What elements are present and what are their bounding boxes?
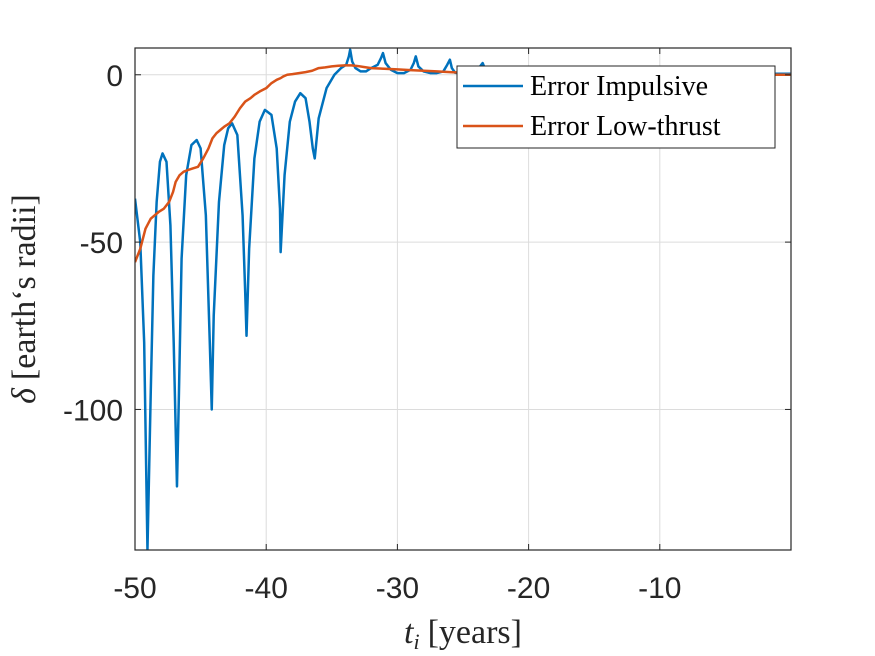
x-tick-label: -20 [507, 572, 550, 605]
legend-label-lowthrust: Error Low-thrust [530, 111, 721, 142]
y-axis-title: δ [earth‘s radii] [6, 194, 43, 404]
x-tick-label: -10 [638, 572, 681, 605]
x-tick-label: -50 [113, 572, 156, 605]
y-axis-unit: [earth‘s radii] [6, 194, 43, 380]
legend-box [456, 65, 776, 149]
x-axis-title: ti [years] [404, 614, 522, 654]
y-tick-label: -100 [63, 394, 123, 427]
x-axis-var: t [404, 614, 415, 651]
x-axis-unit: [years] [428, 614, 522, 651]
tick-labels: -50 -40 -30 -20 -100-50-100 [63, 48, 791, 605]
x-tick-label: -30 [376, 572, 419, 605]
plot-frame [134, 47, 792, 551]
legend: Error Impulsive Error Low-thrust [456, 65, 776, 149]
x-tick-label: -40 [245, 572, 288, 605]
series-layer [135, 48, 791, 550]
y-tick-label: -50 [80, 227, 123, 260]
series-line-lowthrust [135, 64, 791, 263]
legend-label-impulsive: Error Impulsive [530, 71, 708, 102]
x-axis-subscript: i [413, 629, 419, 654]
y-axis-var: δ [6, 387, 43, 404]
y-tick-label: 0 [106, 60, 123, 93]
